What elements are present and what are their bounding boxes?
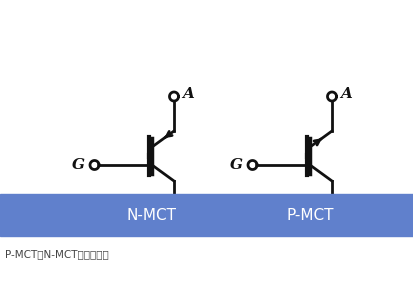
Text: K: K	[182, 211, 195, 225]
Text: P-MCT和N-MCT的电路符号: P-MCT和N-MCT的电路符号	[5, 249, 109, 259]
Text: G: G	[72, 158, 85, 172]
Text: P-MCT: P-MCT	[285, 207, 333, 223]
Text: K: K	[339, 211, 352, 225]
Text: G: G	[230, 158, 242, 172]
Text: A: A	[182, 87, 193, 101]
Bar	[0, 194, 413, 236]
Text: A: A	[339, 87, 351, 101]
Text: N-MCT: N-MCT	[127, 207, 177, 223]
